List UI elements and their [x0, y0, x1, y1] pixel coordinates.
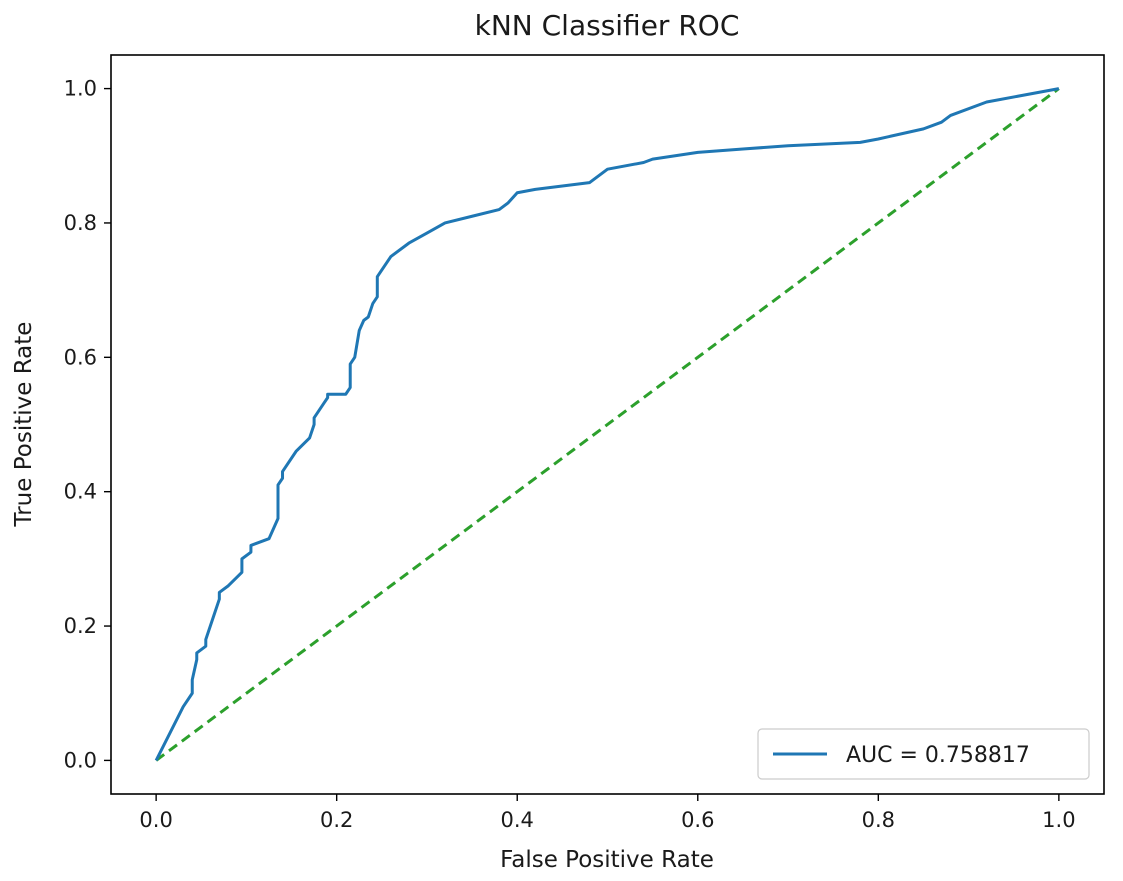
x-tick-label: 0.6: [681, 808, 714, 832]
series-layer: [154, 87, 1060, 762]
y-tick-label: 1.0: [64, 77, 97, 101]
chance-diagonal-line: [155, 87, 1060, 762]
y-tick-label: 0.6: [64, 345, 97, 369]
plot-frame: [110, 54, 1105, 795]
y-axis-label: True Positive Rate: [11, 322, 37, 528]
roc-curve-line: [154, 87, 1060, 762]
y-tick-label: 0.0: [64, 748, 97, 772]
y-tick-label: 0.4: [64, 480, 97, 504]
x-tick-label: 0.8: [862, 808, 895, 832]
legend: AUC = 0.758817: [757, 728, 1090, 780]
chart-title: kNN Classifier ROC: [475, 9, 740, 42]
legend-box: [757, 728, 1090, 780]
x-axis-label: False Positive Rate: [500, 847, 714, 873]
x-tick-label: 0.0: [139, 808, 172, 832]
legend-label: AUC = 0.758817: [846, 743, 1030, 768]
x-tick-label: 1.0: [1042, 808, 1075, 832]
y-tick-label: 0.2: [64, 614, 97, 638]
y-tick-label: 0.8: [64, 211, 97, 235]
x-tick-label: 0.2: [320, 808, 353, 832]
x-tick-label: 0.4: [501, 808, 534, 832]
y-axis: 0.0 0.2 0.4 0.6 0.8 1.0: [64, 77, 111, 772]
x-axis: 0.0 0.2 0.4 0.6 0.8 1.0: [139, 794, 1076, 832]
